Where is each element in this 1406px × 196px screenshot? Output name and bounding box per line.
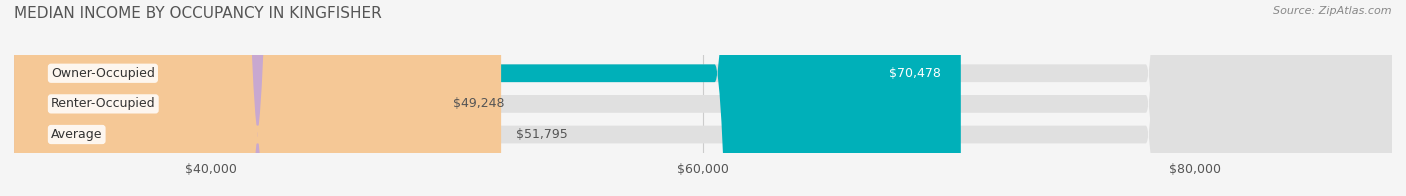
Text: Average: Average — [51, 128, 103, 141]
Text: Source: ZipAtlas.com: Source: ZipAtlas.com — [1274, 6, 1392, 16]
FancyBboxPatch shape — [14, 0, 439, 196]
FancyBboxPatch shape — [14, 0, 1392, 196]
Text: Owner-Occupied: Owner-Occupied — [51, 67, 155, 80]
Text: Renter-Occupied: Renter-Occupied — [51, 97, 156, 110]
Text: MEDIAN INCOME BY OCCUPANCY IN KINGFISHER: MEDIAN INCOME BY OCCUPANCY IN KINGFISHER — [14, 6, 382, 21]
Text: $70,478: $70,478 — [889, 67, 941, 80]
Text: $51,795: $51,795 — [516, 128, 568, 141]
FancyBboxPatch shape — [14, 0, 960, 196]
FancyBboxPatch shape — [14, 0, 501, 196]
FancyBboxPatch shape — [14, 0, 1392, 196]
Text: $49,248: $49,248 — [453, 97, 505, 110]
FancyBboxPatch shape — [14, 0, 1392, 196]
